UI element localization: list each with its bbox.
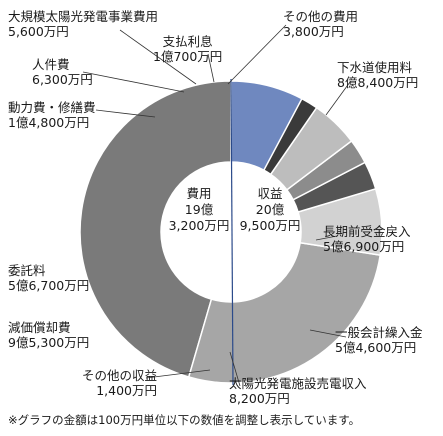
label-amount: 8億8,400万円 [337, 75, 419, 90]
label-amount: 3,800万円 [283, 24, 344, 39]
footnote: ※グラフの金額は100万円単位以下の数値を調整し表示しています。 [8, 413, 361, 427]
leader-line-3 [229, 351, 241, 387]
label-other-expense: その他の費用 3,800万円 [283, 9, 358, 39]
label-depreciation: 減価償却費 9億5,300万円 [8, 320, 89, 350]
label-amount: 5億4,600万円 [335, 340, 417, 355]
label-name: 長期前受金戻入 [323, 224, 411, 239]
expense-slice-1 [187, 241, 382, 384]
label-name: 人件費 [32, 57, 70, 72]
label-personnel: 人件費 6,300万円 [32, 57, 93, 87]
label-amount: 8,200万円 [229, 391, 290, 406]
expense-title: 費用 [186, 186, 212, 201]
leader-line-4 [145, 369, 211, 379]
expense-slice-2 [297, 187, 383, 256]
label-interest: 支払利息 1億700万円 [153, 34, 222, 64]
label-sewer-fee: 下水道使用料 8億8,400万円 [337, 60, 418, 90]
label-solar-sales: 太陽光発電施設売電収入 8,200万円 [229, 376, 367, 406]
expense-total-line1: 19億 [184, 202, 214, 217]
label-name: その他の収益 [82, 368, 158, 383]
label-amount: 9億5,300万円 [8, 335, 90, 350]
income-total-line2: 9,500万円 [239, 218, 301, 233]
label-name: 一般会計繰入金 [335, 325, 423, 340]
label-amount: 1億4,800万円 [8, 115, 90, 130]
leader-line-6 [82, 71, 185, 93]
leader-line-7 [119, 29, 197, 85]
expense-slice-3 [292, 161, 377, 213]
label-name: 減価償却費 [8, 320, 71, 335]
label-name: 下水道使用料 [337, 60, 413, 75]
label-name: 委託料 [8, 263, 46, 278]
income-center-label: 収益 20億 9,500万円 [232, 186, 308, 234]
label-consignment: 委託料 5億6,700万円 [8, 263, 89, 293]
label-long-term-deferred: 長期前受金戻入 5億6,900万円 [323, 224, 411, 254]
label-solar-business-cost: 大規模太陽光発電事業費用 5,600万円 [8, 9, 158, 39]
label-amount: 5,600万円 [8, 24, 69, 39]
leader-line-1 [315, 235, 338, 241]
label-name: 動力費・修繕費 [8, 100, 96, 115]
label-general-account-transfer: 一般会計繰入金 5億4,600万円 [335, 325, 423, 355]
leader-line-8 [207, 53, 215, 83]
leader-line-9 [227, 24, 287, 85]
leader-line-0 [325, 81, 351, 116]
leader-line-5 [95, 109, 156, 118]
label-amount: 6,300万円 [32, 72, 93, 87]
label-amount: 1,400万円 [96, 383, 158, 398]
expense-center-label: 費用 19億 3,200万円 [164, 186, 234, 234]
income-expense-divider [230, 78, 234, 386]
expense-total-line2: 3,200万円 [168, 218, 230, 233]
label-other-income: その他の収益 1,400万円 [82, 368, 157, 398]
income-title: 収益 [257, 186, 283, 201]
label-amount: 5億6,900万円 [323, 239, 405, 254]
label-name: 大規模太陽光発電事業費用 [8, 9, 159, 24]
label-name: その他の費用 [283, 9, 359, 24]
label-amount: 1億700万円 [153, 49, 223, 64]
label-power-repair: 動力費・修繕費 1億4,800万円 [8, 100, 96, 130]
expense-slice-0 [79, 80, 232, 378]
label-name: 支払利息 [162, 34, 213, 49]
label-name: 太陽光発電施設売電収入 [229, 376, 367, 391]
expense-slice-6 [262, 97, 318, 176]
expense-slice-4 [285, 139, 367, 201]
leader-line-2 [309, 329, 347, 338]
label-amount: 5億6,700万円 [8, 278, 90, 293]
expense-slice-5 [269, 106, 353, 191]
income-total-line1: 20億 [255, 202, 285, 217]
